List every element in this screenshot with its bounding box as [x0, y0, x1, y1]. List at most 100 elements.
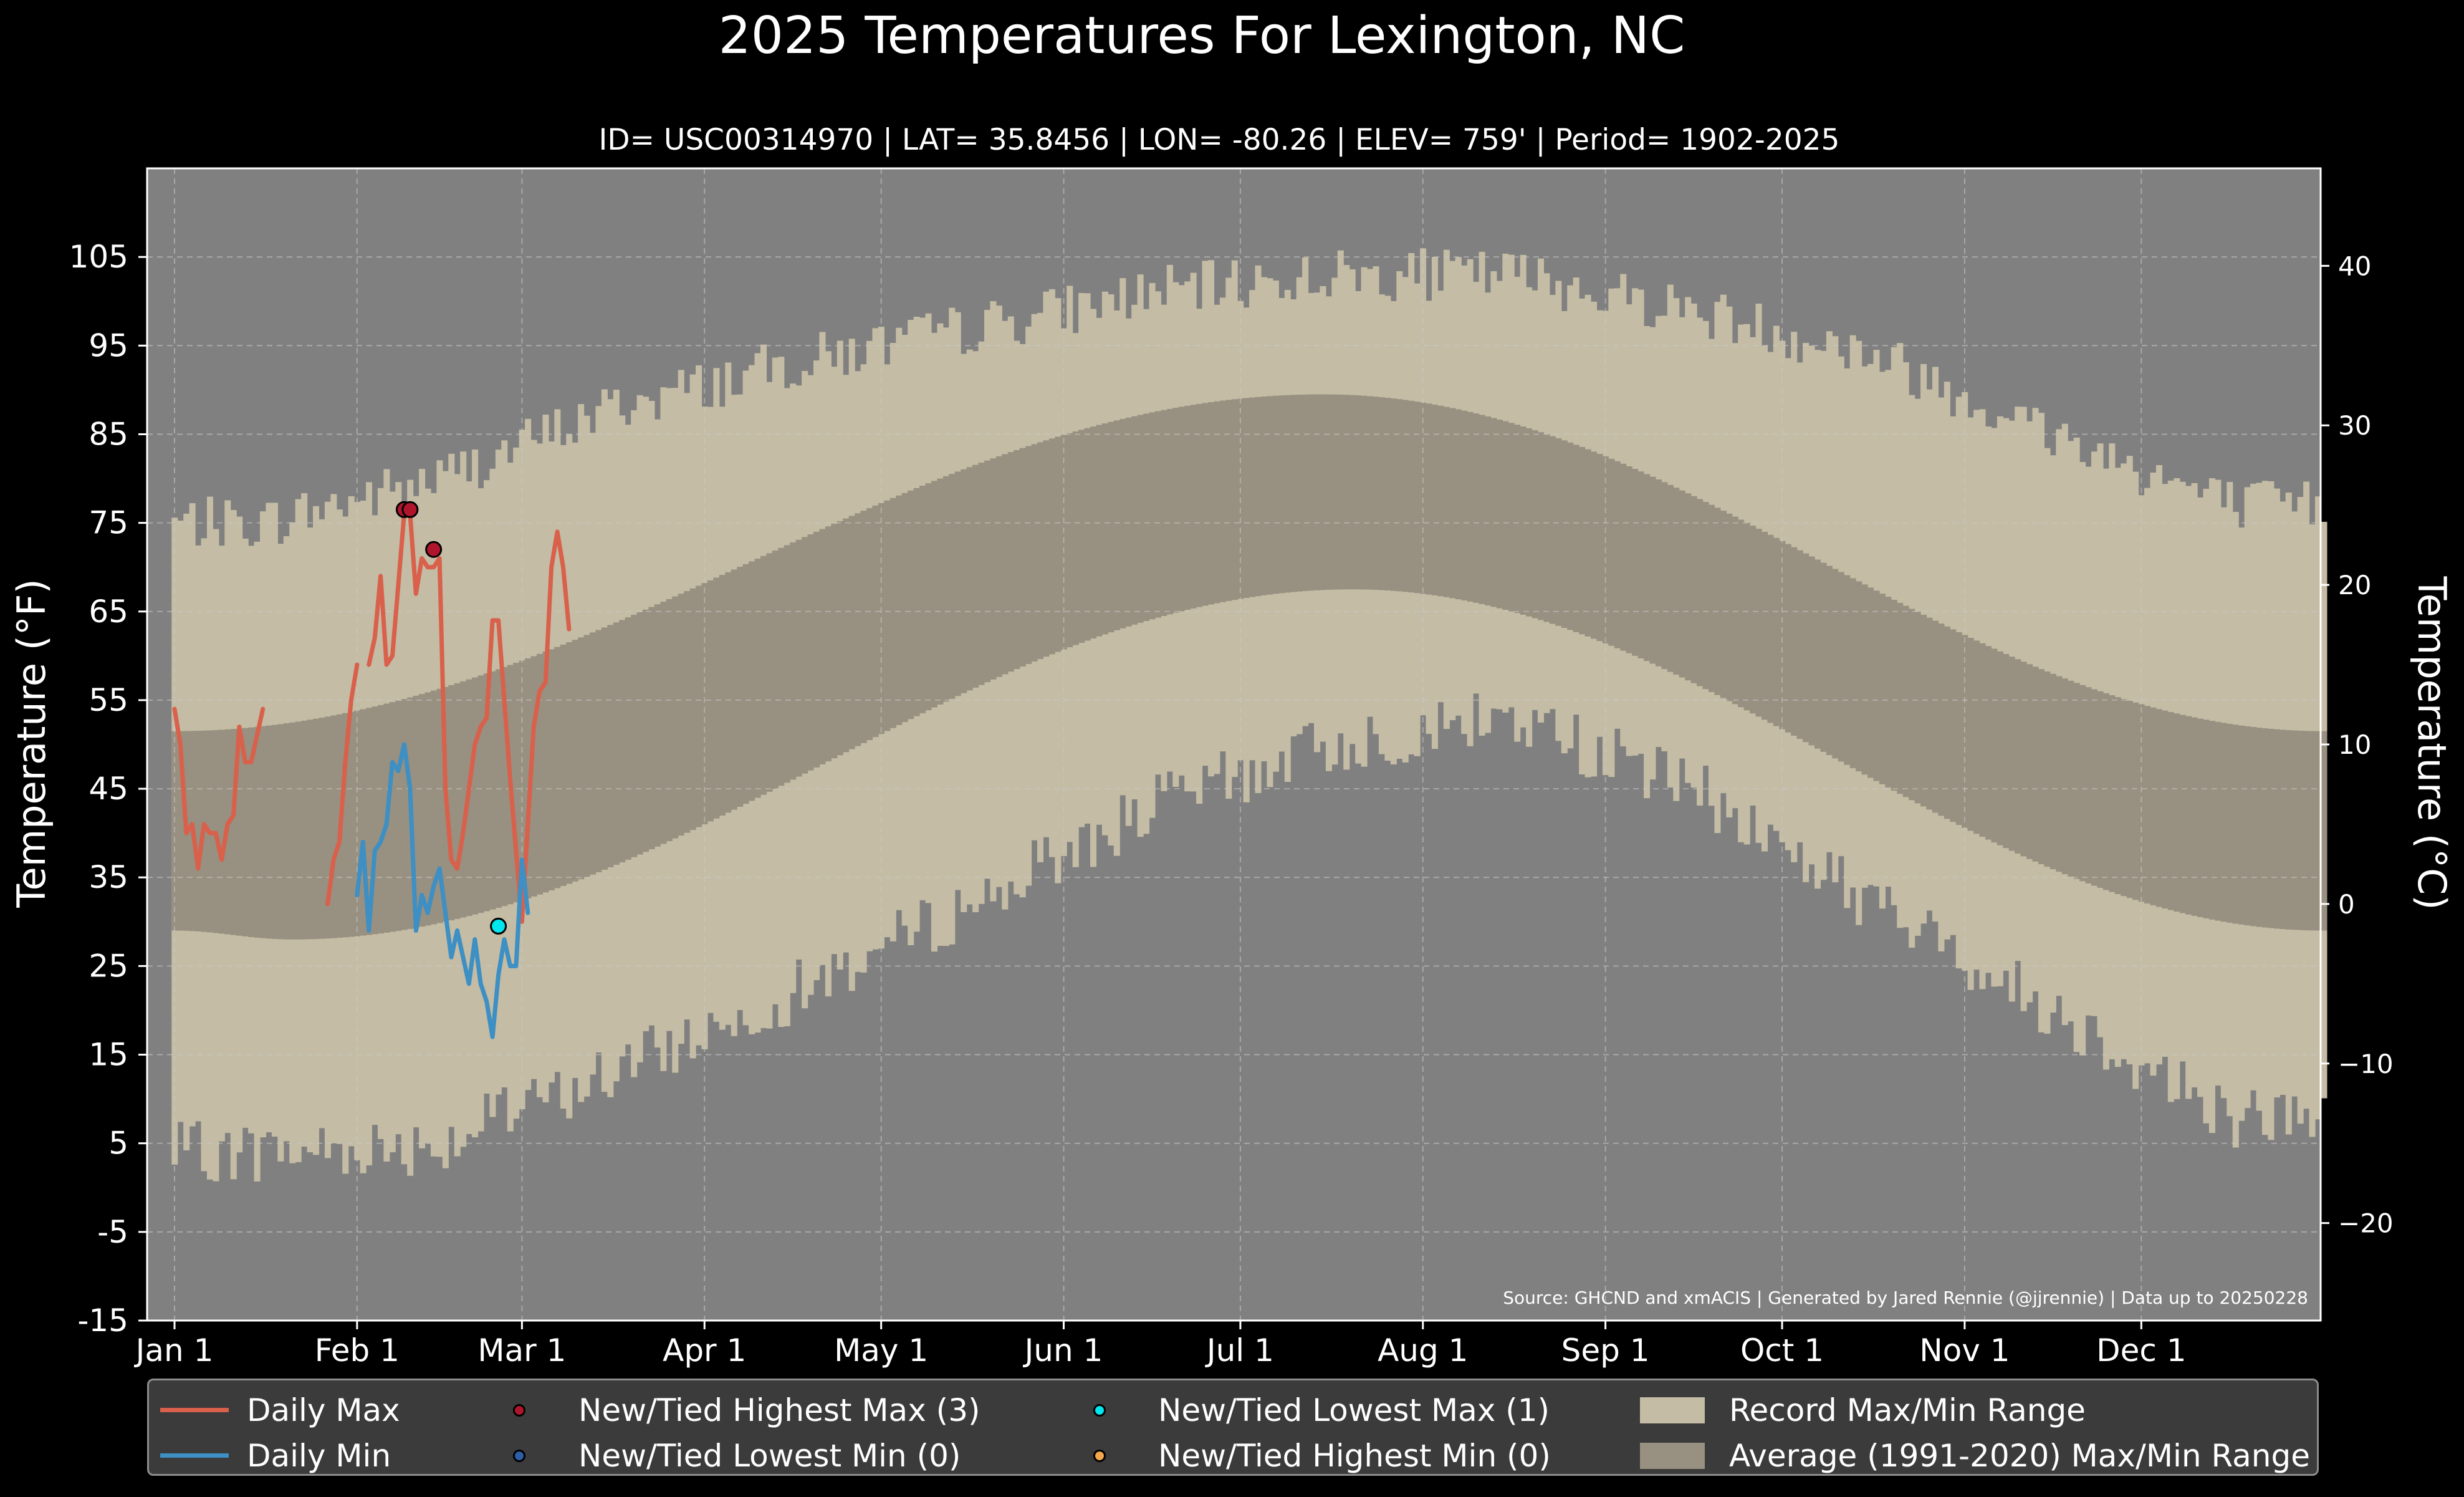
x-tick-label: Jul 1: [1205, 1332, 1274, 1369]
average-range-bar: [1938, 623, 1945, 816]
average-range-bar: [1337, 394, 1344, 590]
average-range-bar: [1302, 394, 1309, 591]
average-range-bar: [248, 727, 255, 937]
average-range-bar: [1272, 395, 1279, 594]
average-range-bar: [848, 516, 855, 749]
record-marker: [490, 917, 507, 935]
average-range-bar: [995, 456, 1002, 677]
average-range-bar: [737, 567, 744, 807]
average-range-bar: [813, 531, 820, 768]
average-range-bar: [719, 575, 726, 816]
average-range-bar: [1343, 395, 1350, 590]
average-range-bar: [2203, 720, 2210, 918]
average-range-bar: [1685, 493, 1692, 681]
average-range-bar: [872, 505, 879, 738]
average-range-bar: [754, 559, 761, 798]
average-range-bar: [1637, 471, 1644, 658]
average-range-bar: [2015, 659, 2021, 854]
average-range-bar: [1214, 401, 1220, 604]
average-range-bar: [477, 675, 484, 913]
average-range-bar: [1255, 397, 1262, 597]
y-right-tick-label: 0: [2338, 889, 2355, 920]
average-range-bar: [1178, 407, 1185, 612]
average-range-bar: [2273, 729, 2280, 929]
average-range-bar: [1219, 400, 1226, 602]
y-tick-label: -5: [97, 1214, 128, 1250]
average-range-bar: [413, 695, 419, 928]
y-axis-left-ticks: 105 95 85 75 65 55 45 35 25 15 5 -5 -15: [69, 239, 147, 1339]
average-range-bar: [1002, 454, 1009, 675]
average-range-bar: [1067, 433, 1073, 648]
average-range-bar: [1785, 544, 1791, 733]
average-range-bar: [1137, 415, 1144, 623]
x-tick-label: Sep 1: [1561, 1332, 1650, 1369]
average-range-bar: [1048, 438, 1055, 655]
average-range-bar: [419, 694, 426, 927]
average-range-bar: [666, 599, 673, 842]
y-tick-label: 85: [89, 416, 128, 452]
legend-dot-icon: [513, 1450, 525, 1462]
average-range-bar: [2185, 716, 2192, 915]
legend-label: Daily Min: [247, 1438, 391, 1474]
x-tick-label: Mar 1: [477, 1332, 566, 1369]
average-range-bar: [548, 649, 555, 890]
average-range-bar: [766, 553, 773, 792]
average-range-bar: [1856, 581, 1862, 772]
average-range-bar: [2291, 730, 2298, 930]
average-range-bar: [1944, 626, 1950, 819]
average-range-bar: [631, 615, 638, 857]
daily-min-line: [355, 742, 530, 1039]
average-range-bar: [978, 463, 985, 685]
y-tick-label: 15: [89, 1037, 128, 1073]
average-range-bar: [583, 635, 590, 877]
average-range-bar: [760, 556, 767, 795]
y-tick-label: 75: [89, 505, 128, 541]
average-range-bar: [1025, 446, 1032, 664]
average-range-bar: [1591, 451, 1598, 639]
average-range-bar: [1154, 411, 1161, 618]
average-range-bar: [1885, 597, 1892, 787]
y-tick-label: 65: [89, 594, 128, 630]
average-range-bar: [1614, 461, 1621, 648]
average-range-bar: [1755, 529, 1762, 717]
average-range-bar: [1161, 410, 1167, 616]
y-axis-label-left: Temperature (°F): [9, 579, 54, 908]
average-range-bar: [1644, 474, 1651, 662]
average-range-bar: [619, 620, 626, 862]
average-range-bar: [2056, 676, 2063, 872]
average-range-bar: [1072, 431, 1079, 645]
average-range-bar: [855, 513, 861, 746]
average-range-bar: [1726, 513, 1733, 701]
average-range-bar: [2085, 687, 2092, 883]
average-range-bar: [1838, 572, 1844, 762]
average-range-bar: [283, 723, 290, 940]
average-range-bar: [1649, 476, 1656, 664]
source-note: Source: GHCND and xmACIS | Generated by …: [1503, 1288, 2308, 1308]
average-range-bar: [1037, 442, 1044, 660]
average-range-bar: [307, 720, 314, 940]
average-range-bar: [1443, 407, 1450, 597]
average-range-bar: [1773, 537, 1780, 726]
y-right-tick-label: 20: [2338, 570, 2371, 600]
average-range-bar: [2314, 731, 2322, 931]
x-tick-label: Feb 1: [315, 1332, 400, 1369]
average-range-bar: [2026, 664, 2033, 859]
average-range-bar: [259, 726, 267, 938]
average-range-bar: [1879, 594, 1886, 784]
average-range-bar: [1803, 553, 1810, 743]
average-range-bar: [1750, 526, 1757, 714]
y-tick-label: 105: [69, 239, 128, 275]
average-range-bar: [1108, 421, 1115, 633]
legend-label: New/Tied Lowest Min (0): [578, 1438, 961, 1474]
average-range-bar: [289, 722, 296, 940]
x-tick-label: Oct 1: [1740, 1332, 1824, 1369]
average-range-bar: [2321, 731, 2327, 931]
average-range-bar: [1290, 395, 1297, 592]
average-range-bar: [2215, 721, 2222, 921]
average-range-bar: [961, 469, 967, 693]
average-range-bar: [1891, 599, 1897, 791]
average-range-bar: [1101, 423, 1108, 635]
average-range-bar: [901, 493, 908, 723]
average-range-bar: [1373, 397, 1379, 590]
